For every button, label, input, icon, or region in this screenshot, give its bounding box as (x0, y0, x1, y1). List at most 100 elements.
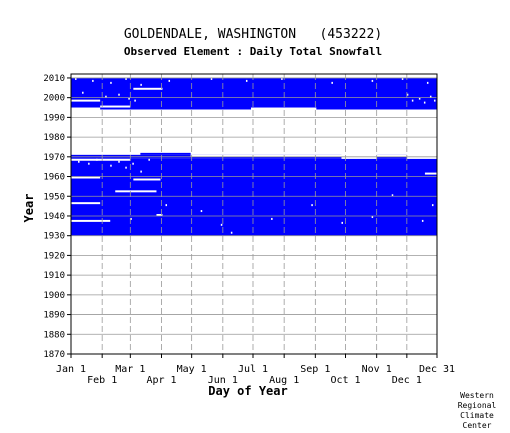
missing-dot (401, 77, 404, 80)
missing-dot (433, 99, 436, 102)
y-tick-label: 1980 (43, 133, 65, 143)
y-axis-label: Year (22, 194, 36, 223)
x-tick-label: Mar 1 (115, 364, 145, 375)
y-tick-label: 2010 (43, 74, 65, 84)
x-tick-label: Dec 1 (392, 375, 422, 386)
missing-dot (371, 215, 374, 218)
chart-title: GOLDENDALE, WASHINGTON (453222) (124, 27, 382, 42)
missing-dot (331, 81, 333, 84)
missing-dot (140, 170, 142, 173)
plot-frame (70, 73, 438, 355)
missing-segment (341, 156, 377, 159)
missing-segment (133, 178, 161, 181)
missing-segment (71, 107, 101, 110)
missing-dot (429, 95, 432, 98)
missing-dot (168, 79, 171, 82)
missing-dot (148, 158, 150, 161)
y-tick-label: 1950 (43, 192, 65, 202)
missing-dot (418, 97, 421, 100)
x-tick-label: Sep 1 (300, 364, 330, 375)
x-tick-label: Jun 1 (208, 375, 238, 386)
x-tick-label: Oct 1 (330, 375, 360, 386)
missing-dot (210, 77, 213, 80)
missing-dot (82, 91, 84, 94)
missing-segment (133, 87, 163, 90)
missing-segment (424, 172, 437, 175)
x-tick-label: Apr 1 (146, 375, 176, 386)
y-tick-label: 1910 (43, 271, 65, 281)
y-tick-label: 2000 (43, 94, 65, 104)
missing-segment (71, 176, 101, 179)
missing-dot (220, 223, 223, 226)
missing-dot (411, 99, 414, 102)
missing-dot (165, 204, 168, 207)
missing-dot (130, 217, 132, 220)
y-axis: 1870 1880 1890 1900 1910 1920 1930 1940 1950 1960… (43, 74, 71, 360)
y-tick-label: 1990 (43, 113, 65, 123)
missing-dot (134, 99, 136, 102)
chart-subtitle: Observed Element : Daily Total Snowfall (124, 45, 382, 58)
x-axis-label: Day of Year (208, 384, 287, 398)
y-tick-label: 1970 (43, 153, 65, 163)
missing-dot (371, 79, 374, 82)
credit-line-4: Center (463, 421, 492, 430)
y-tick-label: 1930 (43, 232, 65, 242)
missing-dot (92, 79, 94, 82)
missing-segment (71, 99, 101, 102)
y-tick-label: 1940 (43, 212, 65, 222)
x-tick-label: Feb 1 (87, 375, 117, 386)
missing-dot (110, 164, 112, 167)
missing-dot (426, 81, 429, 84)
missing-dot (75, 77, 77, 80)
x-tick-label: Nov 1 (362, 364, 392, 375)
missing-dot (281, 77, 283, 80)
x-tick-label: Jan 1 (56, 364, 86, 375)
missing-dot (421, 219, 424, 222)
missing-dot (88, 162, 90, 165)
missing-dot (125, 166, 127, 169)
missing-dot (311, 204, 313, 207)
missing-dot (200, 210, 203, 213)
y-tick-label: 1920 (43, 251, 65, 261)
missing-segment (71, 219, 111, 222)
y-tick-label: 1900 (43, 291, 65, 301)
missing-segment (190, 154, 437, 157)
missing-dot (431, 204, 434, 207)
observed-block (71, 158, 437, 236)
missing-dot (78, 160, 80, 163)
missing-dot (125, 77, 127, 80)
x-tick-label: Aug 1 (269, 375, 299, 386)
missing-dot (230, 231, 233, 234)
missing-segment (71, 158, 131, 161)
missing-segment (100, 105, 131, 108)
missing-segment (71, 202, 101, 205)
missing-dot (391, 194, 394, 197)
credit-line-1: Western (460, 391, 494, 400)
missing-dot (105, 95, 107, 98)
missing-dot (128, 97, 130, 100)
wrcc-credit: Western Regional Climate Center (458, 391, 497, 430)
credit-line-3: Climate (460, 411, 494, 420)
x-tick-label: May 1 (177, 364, 207, 375)
missing-segment (406, 156, 437, 159)
x-tick-label: Dec 31 (419, 364, 455, 375)
missing-segment (156, 214, 163, 216)
y-tick-label: 1880 (43, 330, 65, 340)
plot-grid (71, 74, 437, 354)
observed-block (71, 77, 437, 110)
y-tick-label: 1870 (43, 350, 65, 360)
observed-block (140, 152, 191, 155)
missing-dot (406, 93, 409, 96)
missing-dot (245, 79, 248, 82)
missing-dot (96, 158, 98, 161)
missing-dot (341, 221, 343, 224)
plot-observations (71, 77, 437, 236)
missing-segment (250, 107, 317, 110)
y-tick-label: 1890 (43, 311, 65, 321)
missing-dot (118, 93, 120, 96)
credit-line-2: Regional (458, 401, 497, 410)
missing-dot (140, 83, 142, 86)
missing-segment (115, 190, 157, 193)
